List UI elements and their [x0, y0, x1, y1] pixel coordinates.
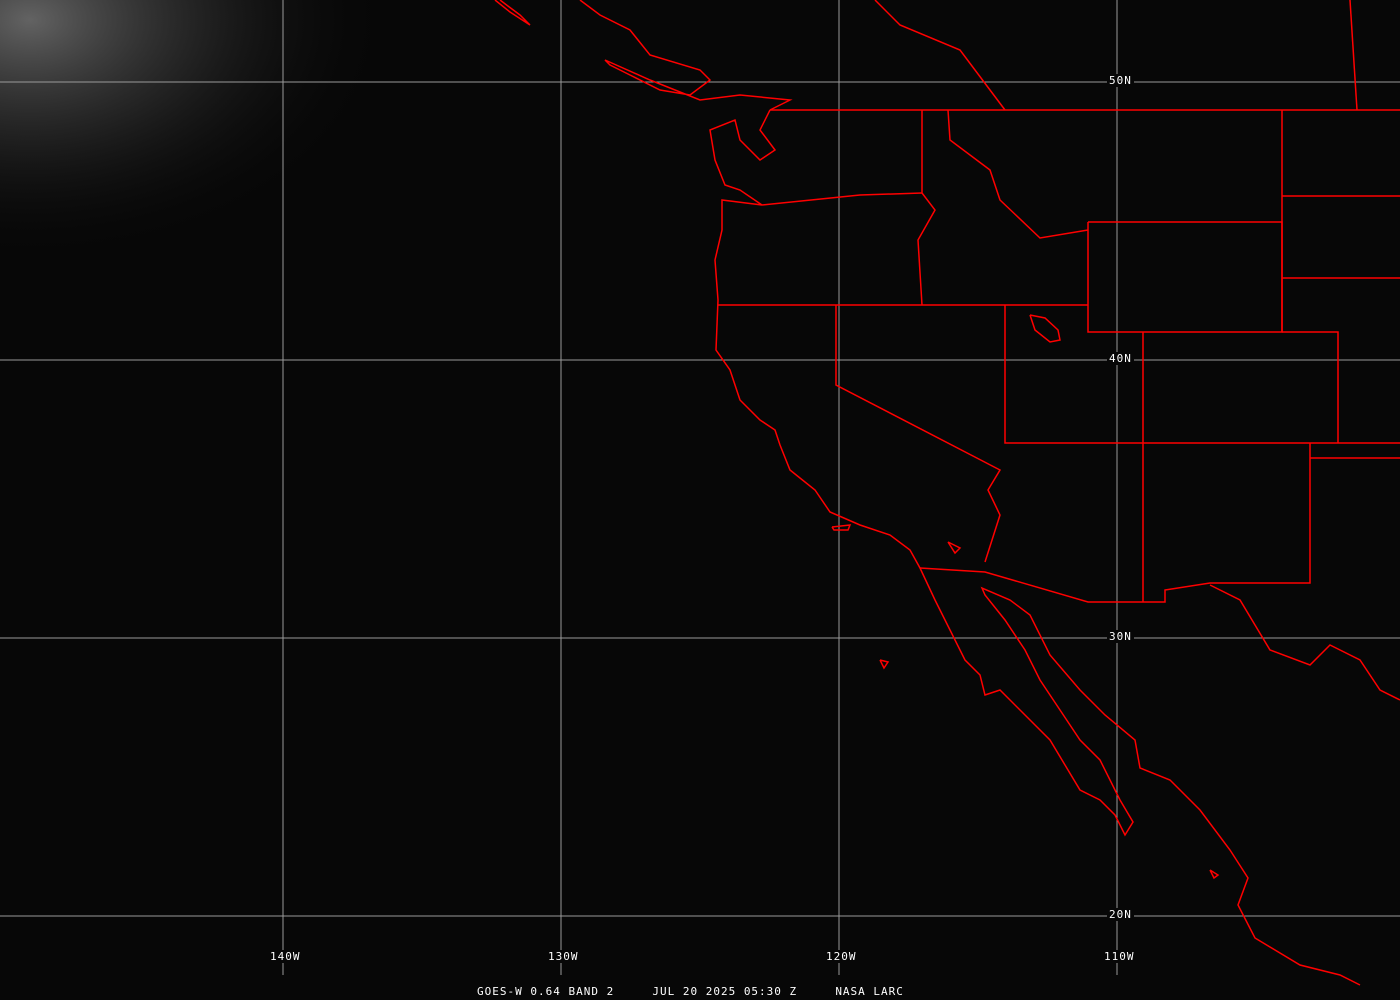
coastline — [874, 0, 1006, 111]
lat-label-40n: 40N — [1107, 352, 1134, 365]
lat-label-50n: 50N — [1107, 74, 1134, 87]
state-border — [761, 192, 923, 206]
lon-label-140w: 140W — [268, 950, 303, 963]
lon-label-130w: 130W — [546, 950, 581, 963]
caption-datetime: JUL 20 2025 05:30 Z — [652, 985, 798, 998]
coastline — [579, 0, 793, 111]
state-border — [917, 110, 936, 306]
state-border — [947, 109, 1089, 239]
coastline — [1349, 0, 1358, 111]
caption-satellite: GOES-W 0.64 BAND 2 — [477, 985, 615, 998]
lake — [1029, 314, 1061, 343]
graticule — [0, 0, 1400, 975]
cloud-area — [0, 0, 600, 400]
lon-label-120w: 120W — [824, 950, 859, 963]
caption-credit: NASA LARC — [835, 985, 904, 998]
lon-label-110w: 110W — [1102, 950, 1137, 963]
island — [1209, 869, 1220, 880]
coastlines-and-borders — [494, 0, 1400, 986]
island — [947, 541, 962, 555]
coastline — [1209, 584, 1400, 701]
state-border — [1282, 331, 1339, 443]
coastline — [709, 109, 1361, 986]
lat-label-30n: 30N — [1107, 630, 1134, 643]
lat-label-20n: 20N — [1107, 908, 1134, 921]
state-border — [835, 305, 1002, 563]
island — [831, 524, 852, 531]
island — [879, 659, 890, 670]
state-border — [1004, 305, 1400, 444]
state-border — [919, 443, 1311, 603]
image-caption: GOES-W 0.64 BAND 2 JUL 20 2025 05:30 Z N… — [477, 985, 904, 998]
coastline — [494, 0, 531, 26]
